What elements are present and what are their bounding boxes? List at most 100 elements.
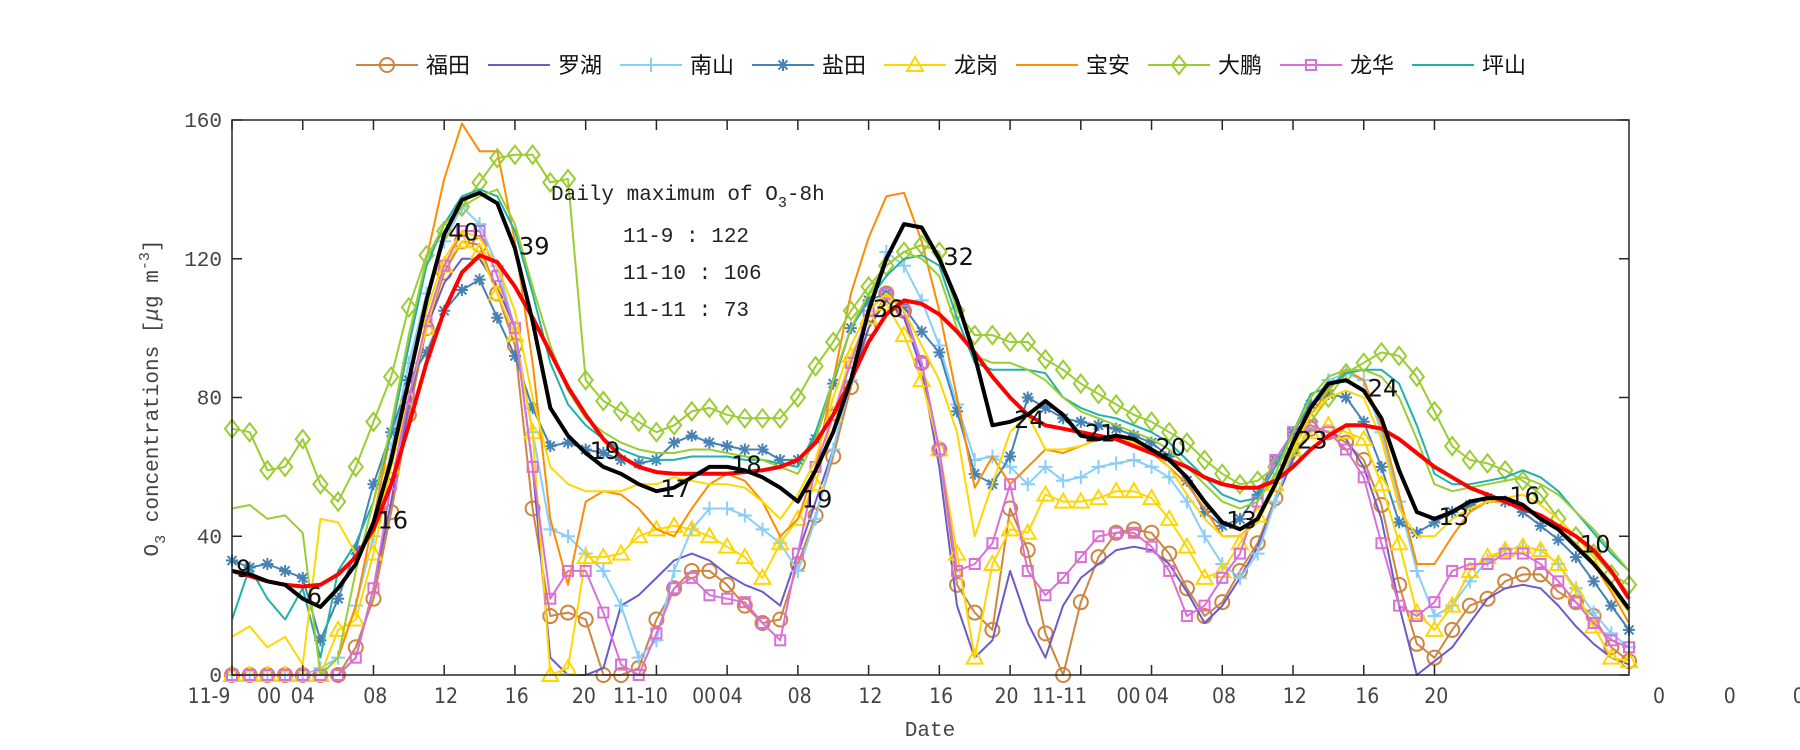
square-marker (668, 582, 681, 595)
plus-marker (1162, 470, 1177, 485)
triangle-marker (646, 519, 667, 537)
point-label: 24 (1014, 406, 1045, 434)
point-label: 18 (731, 451, 762, 479)
series-line (232, 230, 1630, 676)
triangle-marker (735, 547, 755, 565)
asterisk-marker (420, 346, 433, 359)
plus-marker (1409, 563, 1424, 578)
point-label: 36 (873, 295, 904, 323)
diamond-marker (1125, 404, 1143, 426)
point-label: 20 (1156, 434, 1187, 462)
diamond-marker (1373, 341, 1390, 364)
asterisk-marker (685, 429, 698, 442)
point-label: 13 (1438, 503, 1469, 531)
triangle-marker (682, 519, 702, 537)
square-marker (915, 356, 928, 369)
asterisk-marker (951, 405, 964, 418)
asterisk-marker (367, 478, 380, 491)
square-marker (508, 322, 521, 335)
asterisk-marker (261, 558, 274, 570)
square-marker (1481, 558, 1494, 570)
plus-marker (737, 508, 752, 523)
asterisk-marker (491, 311, 504, 324)
square-marker (1057, 571, 1070, 584)
asterisk-marker (1145, 436, 1158, 449)
series-line (232, 240, 1630, 676)
asterisk-marker (332, 592, 345, 605)
x-tick-label: 08 (363, 684, 387, 708)
asterisk-marker (1216, 519, 1229, 532)
x-tick-label: 00 (257, 684, 281, 708)
diamond-marker (648, 421, 665, 443)
y-axis-label: O3 concentrations [μg m-3] (137, 240, 170, 557)
circle-marker (1214, 594, 1231, 611)
square-marker (738, 596, 751, 609)
x-tick-label: 04 (1145, 684, 1169, 708)
circle-marker (577, 611, 594, 628)
legend-item-罗湖: 罗湖 (488, 54, 602, 79)
diamond-marker (1160, 421, 1178, 443)
diamond-marker (1054, 359, 1072, 381)
diamond-marker (1072, 372, 1090, 395)
diamond-marker (294, 428, 312, 450)
square-marker (1110, 526, 1123, 539)
asterisk-marker (1357, 415, 1370, 428)
circle-marker (949, 576, 966, 593)
square-marker (721, 592, 734, 605)
square-marker (1340, 443, 1353, 456)
square-marker (1074, 551, 1087, 564)
asterisk-marker (1410, 526, 1423, 539)
plus-marker (614, 598, 629, 613)
circle-marker (754, 614, 771, 631)
point-label: 9 (236, 555, 251, 583)
diamond-marker (789, 386, 807, 409)
plus-marker (1091, 459, 1106, 474)
asterisk-marker (897, 301, 910, 314)
triangle-marker (1354, 429, 1374, 447)
asterisk-marker (915, 325, 928, 338)
asterisk-marker (1605, 599, 1618, 612)
asterisk-marker (473, 273, 486, 286)
asterisk-marker (1180, 474, 1193, 487)
asterisk-marker (1251, 488, 1264, 501)
square-marker (1499, 547, 1512, 560)
circle-marker (736, 597, 753, 614)
asterisk-marker (668, 436, 681, 449)
plus-marker (644, 58, 658, 72)
annotation-line-3: 11-11 : 73 (623, 300, 749, 323)
square-marker (1357, 471, 1370, 484)
circle-marker (1161, 545, 1178, 562)
x-tick-label: 12 (858, 684, 882, 708)
diamond-marker (312, 473, 329, 495)
plus-marker (1197, 529, 1212, 544)
plus-marker (1038, 459, 1053, 474)
square-marker (1516, 547, 1529, 560)
diamond-marker (771, 407, 789, 429)
plus-marker (1020, 477, 1035, 492)
x-tick-label: 0 (1653, 684, 1665, 708)
diamond-marker (506, 144, 524, 166)
series-line (231, 253, 1631, 600)
point-label: 19 (590, 437, 621, 465)
asterisk-marker (1198, 505, 1211, 518)
point-label: 32 (943, 243, 974, 271)
x-tick-label: 20 (1424, 684, 1448, 708)
plus-marker (667, 563, 682, 578)
diamond-marker (984, 324, 1001, 346)
triangle-marker (1548, 553, 1568, 571)
diamond-marker (1461, 449, 1479, 471)
plus-marker (1109, 456, 1124, 471)
diamond-marker (736, 407, 754, 429)
point-label: 6 (307, 583, 322, 611)
square-marker (1127, 526, 1140, 539)
plus-marker (472, 217, 487, 232)
legend-label: 福田 (426, 54, 470, 79)
triangle-marker (1424, 619, 1445, 637)
square-marker (1463, 558, 1476, 570)
triangle-marker (1088, 488, 1109, 506)
square-marker (544, 592, 557, 605)
point-label: 10 (1580, 531, 1611, 559)
legend-label: 龙华 (1350, 54, 1394, 79)
triangle-marker (947, 543, 967, 561)
